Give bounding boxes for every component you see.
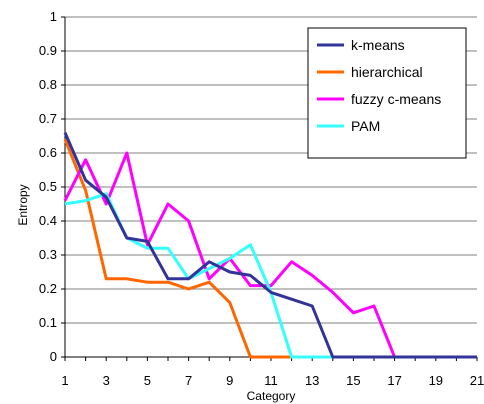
x-tick-label-9: 9 bbox=[226, 373, 233, 388]
y-tick-label-4: 0.4 bbox=[39, 213, 57, 228]
y-tick-label-8: 0.8 bbox=[39, 77, 57, 92]
series-line-k-means bbox=[63, 132, 477, 359]
x-tick-label-19: 19 bbox=[429, 373, 443, 388]
x-tick-label-7: 7 bbox=[185, 373, 192, 388]
y-tick-label-2: 0.2 bbox=[39, 281, 57, 296]
legend-label-k-means: k-means bbox=[351, 37, 405, 53]
series-line-hierarchical bbox=[63, 138, 477, 359]
legend-items: k-means hierarchical fuzzy c-means PAM bbox=[317, 37, 441, 134]
x-tick-labels: 1 3 5 7 9 11 13 15 17 19 21 bbox=[61, 373, 484, 388]
series-lines bbox=[63, 132, 477, 359]
x-axis-title: Category bbox=[247, 389, 296, 403]
x-tick-label-1: 1 bbox=[61, 373, 68, 388]
x-tick-label-21: 21 bbox=[470, 373, 484, 388]
y-tick-label-9: 0.9 bbox=[39, 43, 57, 58]
legend-label-fuzzy-c-means: fuzzy c-means bbox=[351, 91, 441, 107]
y-tick-label-7: 0.7 bbox=[39, 111, 57, 126]
x-tick-label-3: 3 bbox=[103, 373, 110, 388]
y-axis-title: Entropy bbox=[16, 184, 30, 225]
legend-box bbox=[307, 27, 467, 159]
y-tick-label-10: 1 bbox=[50, 9, 57, 24]
legend-label-pam: PAM bbox=[351, 118, 380, 134]
x-tick-label-13: 13 bbox=[305, 373, 319, 388]
x-tick-label-5: 5 bbox=[144, 373, 151, 388]
x-tick-label-11: 11 bbox=[264, 373, 278, 388]
series-line-pam bbox=[64, 192, 477, 359]
legend: k-means hierarchical fuzzy c-means PAM bbox=[307, 27, 467, 159]
x-tick-label-17: 17 bbox=[387, 373, 401, 388]
gridlines bbox=[65, 16, 477, 324]
y-tick-label-1: 0.1 bbox=[39, 315, 57, 330]
y-tick-label-6: 0.6 bbox=[39, 145, 57, 160]
y-tick-labels: 0 0.1 0.2 0.3 0.4 0.5 0.6 0.7 0.8 0.9 1 bbox=[39, 9, 57, 364]
y-tick-label-5: 0.5 bbox=[39, 179, 57, 194]
y-tick-label-0: 0 bbox=[50, 349, 57, 364]
x-tick-label-15: 15 bbox=[346, 373, 360, 388]
legend-label-hierarchical: hierarchical bbox=[351, 64, 423, 80]
y-tick-label-3: 0.3 bbox=[39, 247, 57, 262]
